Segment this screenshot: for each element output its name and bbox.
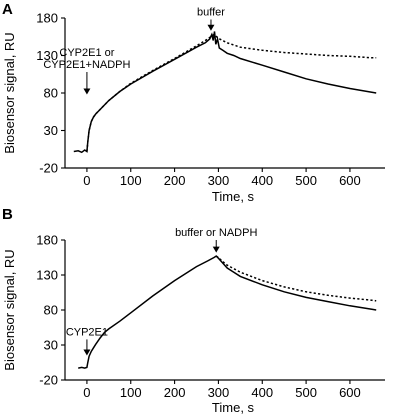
panel-a: A -20 30 80 130 180 0 100 200 300 400 500 600 Time, s… bbox=[2, 1, 385, 204]
y-tick-label: 130 bbox=[36, 48, 58, 63]
x-tick-label: 400 bbox=[251, 385, 273, 400]
panel-b: B -20 30 80 130 180 0 100 200 300 400 500 600 Time, s… bbox=[2, 206, 385, 415]
y-tick-label: 80 bbox=[44, 86, 58, 101]
panel-letter: B bbox=[2, 206, 13, 223]
annotation-label: buffer bbox=[197, 7, 225, 19]
arrowhead-icon bbox=[207, 24, 215, 31]
dotted-series-line bbox=[215, 255, 377, 302]
y-tick-label: -20 bbox=[39, 373, 58, 388]
arrowhead-icon bbox=[83, 88, 91, 95]
y-tick-label: 80 bbox=[44, 303, 58, 318]
x-tick-label: 300 bbox=[208, 385, 230, 400]
y-axis-title: Biosensor signal, RU bbox=[2, 32, 17, 153]
x-axis-title: Time, s bbox=[212, 189, 255, 204]
y-tick-label: 130 bbox=[36, 268, 58, 283]
y-tick-label: -20 bbox=[39, 161, 58, 176]
annotation-label: CYP2E1 or bbox=[59, 47, 114, 59]
annotation-label: buffer or NADPH bbox=[175, 227, 257, 239]
x-tick-label: 200 bbox=[164, 385, 186, 400]
annotation-label: CYP2E1+NADPH bbox=[43, 59, 130, 71]
panel-letter: A bbox=[2, 1, 13, 18]
x-tick-label: 0 bbox=[83, 173, 90, 188]
y-axis-title: Biosensor signal, RU bbox=[2, 249, 17, 370]
y-tick-label: 30 bbox=[44, 123, 58, 138]
x-tick-label: 100 bbox=[120, 385, 142, 400]
x-tick-label: 500 bbox=[295, 385, 317, 400]
x-tick-label: 300 bbox=[208, 173, 230, 188]
x-axis-title: Time, s bbox=[212, 400, 255, 415]
arrowhead-icon bbox=[212, 246, 220, 253]
x-tick-label: 100 bbox=[120, 173, 142, 188]
y-tick-label: 30 bbox=[44, 338, 58, 353]
annotation-label: CYP2E1 bbox=[66, 326, 108, 338]
x-tick-label: 600 bbox=[339, 385, 361, 400]
x-tick-label: 600 bbox=[339, 173, 361, 188]
x-tick-label: 400 bbox=[251, 173, 273, 188]
x-tick-label: 0 bbox=[83, 385, 90, 400]
arrowhead-icon bbox=[83, 349, 91, 356]
y-tick-label: 180 bbox=[36, 11, 58, 26]
dotted-series-line bbox=[86, 33, 377, 152]
y-tick-label: 180 bbox=[36, 233, 58, 248]
x-tick-label: 200 bbox=[164, 173, 186, 188]
solid-series-line bbox=[78, 255, 377, 369]
x-tick-label: 500 bbox=[295, 173, 317, 188]
